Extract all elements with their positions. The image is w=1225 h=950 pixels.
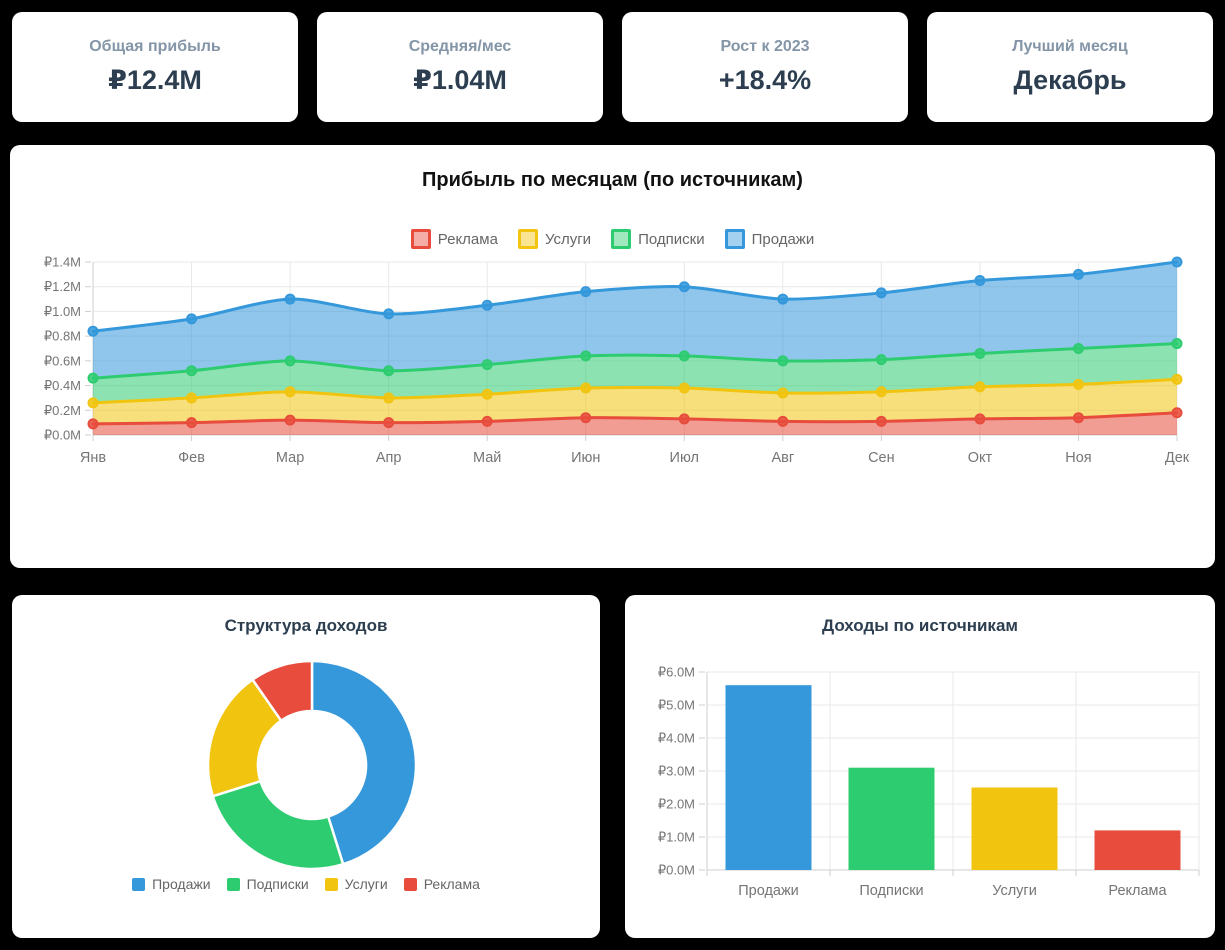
svg-text:Реклама: Реклама <box>1108 883 1167 899</box>
legend-swatch <box>724 229 745 249</box>
legend-swatch <box>403 877 417 891</box>
svg-text:Янв: Янв <box>80 450 106 466</box>
svg-text:₽2.0M: ₽2.0M <box>658 797 695 812</box>
svg-text:₽0.0M: ₽0.0M <box>658 863 695 878</box>
legend-swatch <box>226 877 240 891</box>
svg-text:Фев: Фев <box>178 450 205 466</box>
legend-swatch <box>517 229 538 249</box>
svg-text:Апр: Апр <box>376 450 402 466</box>
bar-Реклама <box>1094 830 1181 870</box>
svg-text:₽5.0M: ₽5.0M <box>658 698 695 713</box>
svg-text:₽3.0M: ₽3.0M <box>658 764 695 779</box>
legend-label: Услуги <box>544 230 592 248</box>
doughnut-segment-Подписки <box>211 779 345 871</box>
svg-text:Подписки: Подписки <box>859 883 923 899</box>
bar-Услуги <box>971 787 1058 870</box>
stat-value: ₽1.04M <box>413 65 507 95</box>
svg-text:₽4.0M: ₽4.0M <box>658 731 695 746</box>
svg-text:₽1.0M: ₽1.0M <box>658 830 695 845</box>
legend-label: Подписки <box>638 230 705 248</box>
stat-value: +18.4% <box>718 65 812 95</box>
doughnut-segment-Продажи <box>310 659 418 866</box>
legend-item-Продажи[interactable]: Продажи <box>724 229 815 249</box>
svg-text:₽0.0M: ₽0.0M <box>44 428 81 443</box>
svg-text:Июн: Июн <box>571 450 600 466</box>
legend-label: Подписки <box>246 876 309 892</box>
svg-text:₽1.2M: ₽1.2M <box>44 279 81 294</box>
legend-item-Подписки[interactable]: Подписки <box>611 229 705 249</box>
legend-item-Реклама[interactable]: Реклама <box>410 229 498 249</box>
svg-text:Ноя: Ноя <box>1065 450 1091 466</box>
stat-value: ₽12.4M <box>108 65 202 95</box>
legend-swatch <box>132 877 146 891</box>
legend-swatch <box>611 229 632 249</box>
svg-text:Дек: Дек <box>1165 450 1190 466</box>
svg-text:₽1.0M: ₽1.0M <box>44 304 81 319</box>
stat-card-best-month: Лучший месяц Декабрь <box>927 12 1213 122</box>
legend-label: Продажи <box>152 876 211 892</box>
bar-Подписки <box>848 767 935 870</box>
svg-text:Продажи: Продажи <box>738 883 799 899</box>
svg-text:₽1.4M: ₽1.4M <box>44 255 81 270</box>
stat-card-growth-vs-2023: Рост к 2023 +18.4% <box>622 12 908 122</box>
legend-swatch <box>410 229 431 249</box>
structure-chart-legend: Продажи Подписки Услуги Реклама <box>12 876 600 892</box>
stat-label: Общая прибыль <box>89 38 221 55</box>
stats-row: Общая прибыль ₽12.4M Средняя/мес ₽1.04M … <box>12 12 1213 122</box>
svg-text:Авг: Авг <box>771 450 794 466</box>
stat-label: Лучший месяц <box>1012 38 1128 55</box>
svg-text:Май: Май <box>473 450 501 466</box>
legend-swatch <box>324 877 338 891</box>
legend-item-Реклама[interactable]: Реклама <box>403 876 480 892</box>
svg-text:Услуги: Услуги <box>992 883 1037 899</box>
revenue-by-source-card: Доходы по источникам ₽6.0M ₽5.0M ₽4.0M ₽3.0… <box>625 595 1215 938</box>
svg-text:₽6.0M: ₽6.0M <box>658 665 695 680</box>
svg-text:Июл: Июл <box>670 450 699 466</box>
legend-item-Услуги[interactable]: Услуги <box>517 229 592 249</box>
svg-text:Сен: Сен <box>868 450 895 466</box>
stat-card-monthly-average: Средняя/мес ₽1.04M <box>317 12 603 122</box>
svg-text:Мар: Мар <box>276 450 304 466</box>
stat-label: Средняя/мес <box>408 38 512 55</box>
legend-label: Услуги <box>344 876 388 892</box>
stat-card-total-profit: Общая прибыль ₽12.4M <box>12 12 298 122</box>
legend-label: Продажи <box>751 230 815 248</box>
stat-label: Рост к 2023 <box>720 38 810 55</box>
monthly-profit-chart-card: Прибыль по месяцам (по источникам) Рекла… <box>10 145 1215 568</box>
legend-item-Услуги[interactable]: Услуги <box>324 876 388 892</box>
revenue-structure-card: Структура доходов Продажи Подписки Услуги Р… <box>12 595 600 938</box>
structure-chart-title: Структура доходов <box>224 616 388 635</box>
bar-Продажи <box>725 685 812 870</box>
svg-text:₽0.6M: ₽0.6M <box>44 353 81 368</box>
bar-chart: ₽6.0M ₽5.0M ₽4.0M ₽3.0M ₽2.0M ₽1.0M ₽0.0M Прода… <box>658 665 1200 899</box>
svg-text:Окт: Окт <box>968 450 993 466</box>
legend-label: Реклама <box>437 230 498 248</box>
svg-text:₽0.2M: ₽0.2M <box>44 403 81 418</box>
svg-text:₽0.4M: ₽0.4M <box>44 378 81 393</box>
doughnut-chart <box>206 659 418 871</box>
stat-value: Декабрь <box>1013 65 1127 95</box>
monthly-chart-legend: Реклама Услуги Подписки Продажи <box>10 229 1215 249</box>
monthly-chart-title: Прибыль по месяцам (по источникам) <box>422 169 803 191</box>
legend-item-Подписки[interactable]: Подписки <box>226 876 309 892</box>
sources-chart-title: Доходы по источникам <box>822 616 1018 635</box>
doughnut-segment-Реклама <box>251 659 314 722</box>
legend-item-Продажи[interactable]: Продажи <box>132 876 211 892</box>
legend-label: Реклама <box>423 876 480 892</box>
stacked-area-chart: ₽1.4M ₽1.2M ₽1.0M ₽0.8M ₽0.6M ₽0.4M ₽0.2M ₽0.0M… <box>44 255 1190 467</box>
svg-text:₽0.8M: ₽0.8M <box>44 329 81 344</box>
